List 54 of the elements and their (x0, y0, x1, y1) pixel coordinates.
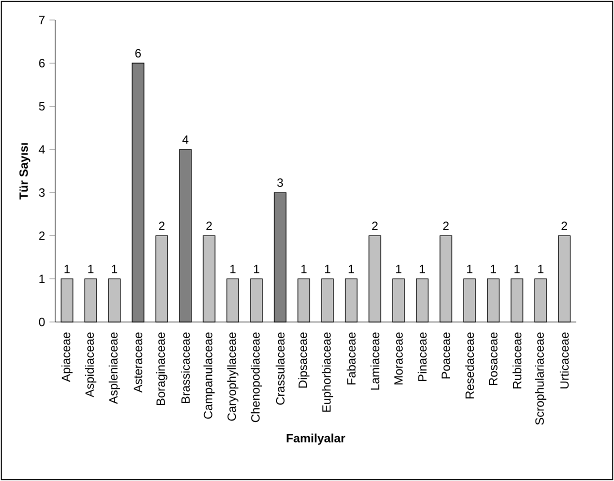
data-label: 1 (467, 264, 472, 274)
y-tick-label: 0 (38, 318, 45, 326)
data-label: 1 (420, 264, 425, 274)
x-tick-label: Rubiaceae (512, 332, 522, 388)
data-label: 1 (64, 264, 70, 274)
y-tick-label: 3 (38, 188, 45, 197)
x-tick-label: Pinaceae (418, 332, 427, 381)
x-axis-title: Familyalar (286, 434, 346, 445)
x-tick-label: Resedaceae (465, 332, 474, 398)
x-tick-label: Chenopodiaceae (250, 332, 262, 422)
data-label: 2 (206, 222, 212, 230)
y-axis-title: Tür Sayısı (19, 143, 30, 200)
data-label: 1 (538, 264, 544, 274)
x-tick-label: Aspidiaceae (85, 332, 96, 398)
x-tick-label: Boraginaceae (156, 332, 168, 406)
x-tick-label: Brassicaceae (181, 332, 190, 403)
data-label: 1 (301, 264, 307, 274)
data-label: 1 (396, 264, 402, 274)
y-tick-label: 2 (39, 232, 45, 240)
x-tick-label: Moraceae (394, 332, 403, 384)
data-label: 1 (112, 264, 118, 274)
data-label: 3 (277, 178, 283, 187)
x-tick-label: Caryophyllaceae (227, 332, 238, 421)
x-tick-label: Aspleniaceae (108, 332, 120, 404)
x-tick-label: Scrophulariaceae (535, 332, 546, 425)
x-tick-label: Campanulaceae (204, 332, 215, 419)
y-tick-label: 5 (39, 102, 45, 110)
x-tick-label: Dipsaceae (298, 332, 310, 388)
x-tick-label: Rosaceae (489, 332, 498, 385)
data-label: 1 (490, 264, 496, 274)
data-label: 1 (254, 264, 260, 274)
x-tick-label: Lamiaceae (370, 332, 380, 390)
data-label: 6 (135, 48, 141, 58)
data-label: 2 (159, 222, 164, 230)
data-label: 1 (88, 264, 94, 274)
y-tick-label: 1 (39, 274, 45, 283)
x-tick-label: Apiaceae (61, 332, 73, 382)
x-tick-label: Euphorbiaceae (322, 332, 334, 412)
x-tick-label: Poaceae (442, 332, 450, 378)
y-tick-label: 7 (39, 16, 45, 24)
data-label: 2 (562, 222, 568, 230)
data-label: 2 (372, 222, 378, 230)
data-label: 2 (443, 222, 449, 230)
x-tick-label: Urticaceae (560, 332, 569, 388)
y-tick-label: 4 (38, 145, 45, 154)
data-label: 1 (325, 264, 330, 274)
data-label: 1 (348, 264, 354, 274)
x-tick-label: Asteraceae (134, 332, 142, 393)
x-tick-label: Fabaceae (346, 332, 356, 384)
data-label: 4 (182, 136, 188, 144)
y-tick-label: 6 (39, 58, 45, 68)
data-label: 1 (230, 264, 236, 274)
data-label: 1 (514, 264, 520, 274)
x-tick-label: Crassulaceae (276, 332, 285, 405)
